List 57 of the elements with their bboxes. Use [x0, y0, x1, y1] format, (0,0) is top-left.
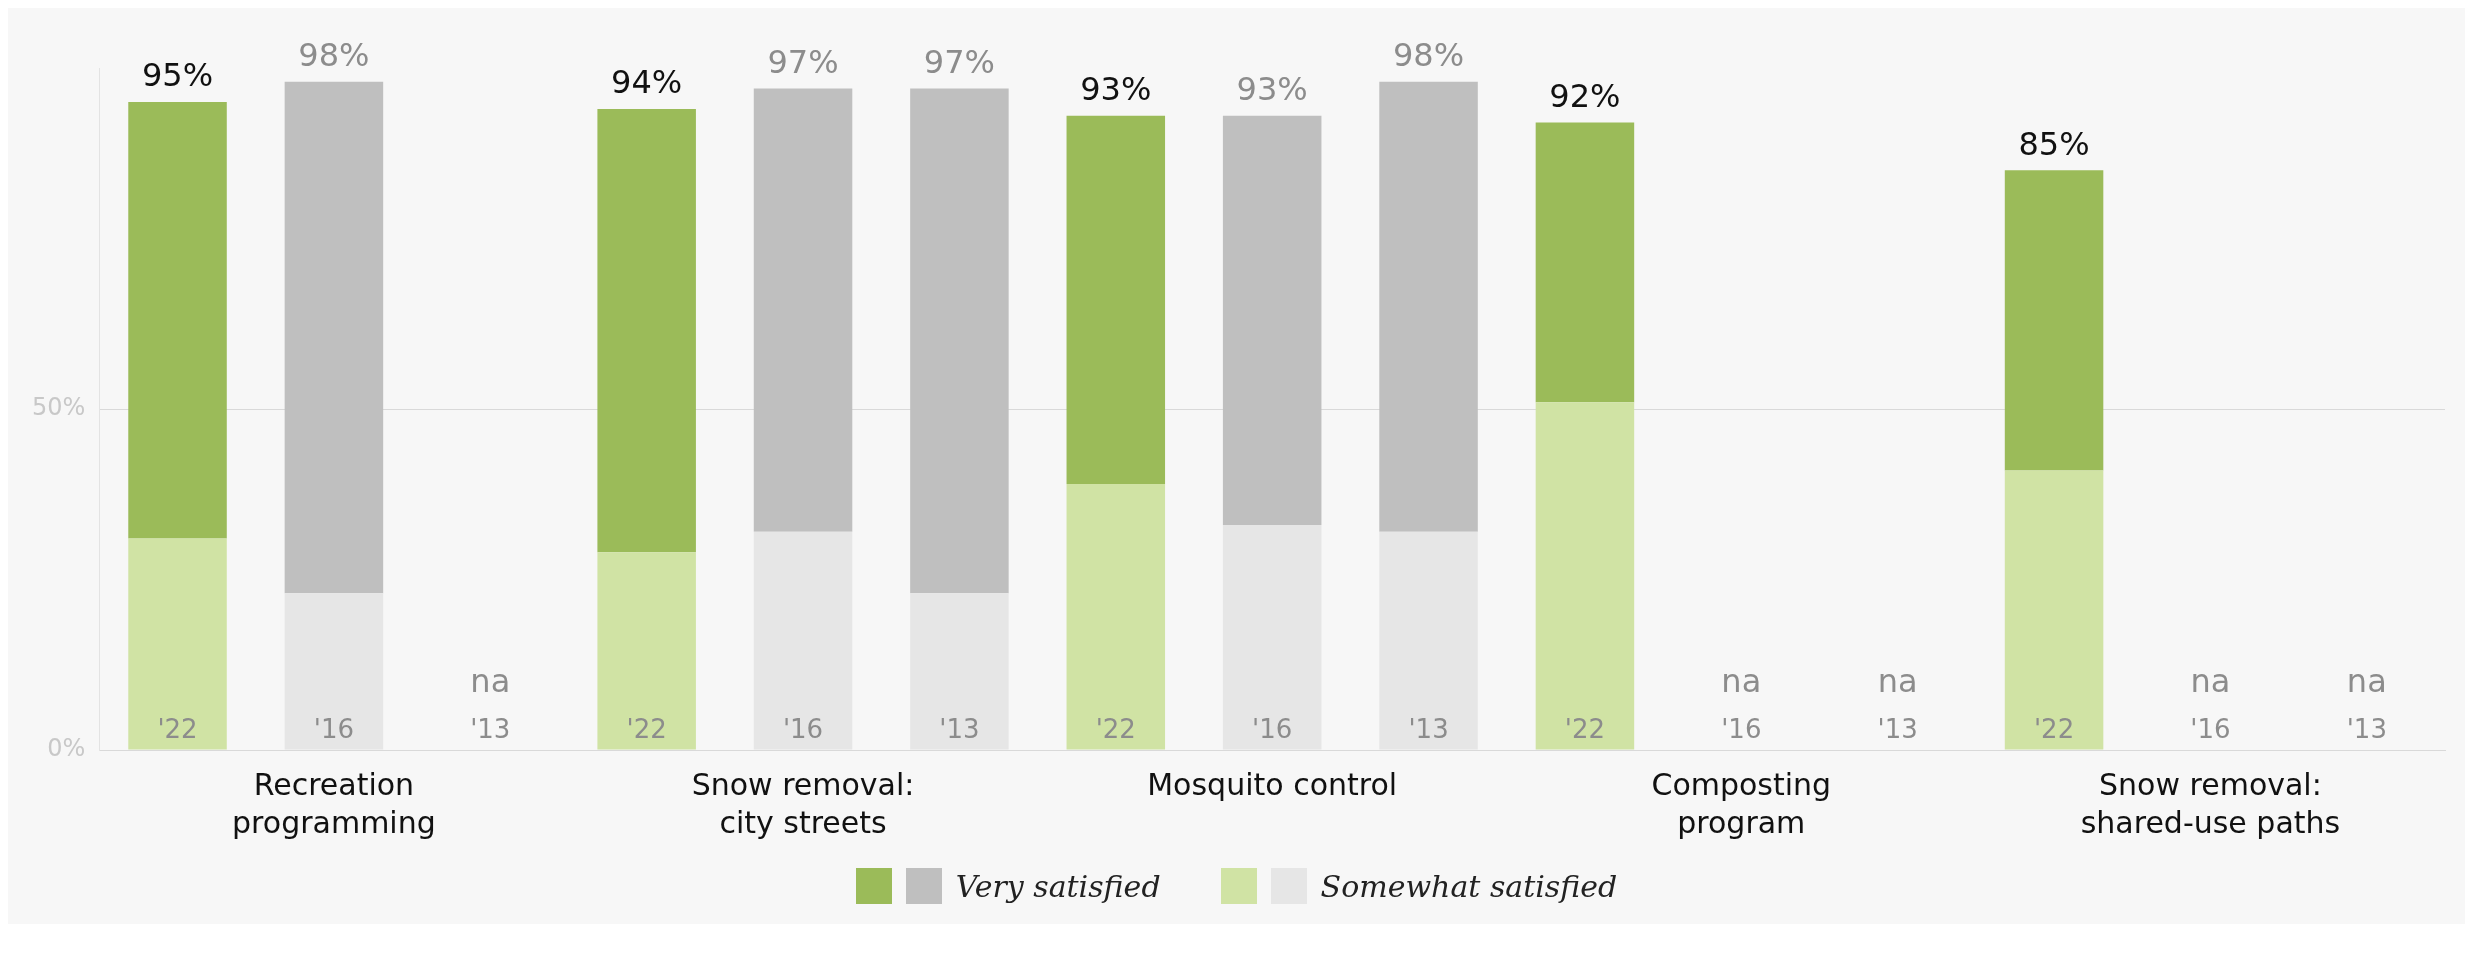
text: Recreation programming	[232, 766, 436, 840]
bar	[753, 531, 853, 750]
text: na	[1877, 662, 1918, 701]
bar	[2004, 170, 2104, 471]
total-label: 93%	[1080, 70, 1152, 109]
bar	[1535, 122, 1635, 403]
text: Mosquito control	[1147, 766, 1398, 802]
x-tick-label: '13	[939, 713, 980, 744]
bar	[910, 593, 1009, 750]
x-tick-label: '22	[157, 713, 198, 744]
x-tick-label: '16	[1252, 713, 1293, 744]
bar	[284, 81, 384, 594]
total-label: 93%	[1236, 70, 1308, 109]
bar	[1535, 402, 1635, 750]
x-tick-label: '22	[1095, 713, 1136, 744]
bar	[128, 102, 227, 539]
text: Snow removal: shared-use paths	[2080, 766, 2341, 840]
legend-label: Very satisfied	[955, 868, 1161, 904]
x-tick-label: '13	[1877, 713, 1918, 744]
bar	[1066, 115, 1166, 485]
text: na	[470, 662, 511, 701]
bar	[128, 538, 227, 750]
x-tick-label: '13	[2346, 713, 2387, 744]
bar	[1379, 81, 1478, 532]
x-tick-label: '16	[313, 713, 355, 744]
total-label: 85%	[2018, 124, 2090, 163]
bar	[1379, 531, 1478, 750]
text: na	[1721, 662, 1762, 701]
total-label: 97%	[767, 42, 839, 81]
bar	[597, 108, 696, 553]
total-label: 94%	[611, 63, 683, 102]
x-tick-label: '16	[2190, 713, 2231, 744]
x-tick-label: '13	[470, 713, 511, 744]
x-tick-label: '16	[1721, 713, 1762, 744]
x-tick-label: '22	[2033, 713, 2075, 744]
total-label: 98%	[298, 35, 370, 74]
bar	[597, 552, 696, 750]
total-label: 92%	[1549, 76, 1621, 115]
text: na	[2190, 662, 2231, 701]
bar	[1066, 484, 1166, 750]
bar	[910, 88, 1009, 594]
text: Composting program	[1651, 766, 1832, 840]
text: na	[2346, 662, 2387, 701]
x-tick-label: '16	[782, 713, 824, 744]
bar	[1222, 524, 1322, 750]
x-tick-label: '22	[626, 713, 667, 744]
total-label: 97%	[923, 42, 995, 81]
x-tick-label: '22	[1564, 713, 1606, 744]
bar	[284, 593, 384, 750]
bar	[1222, 115, 1322, 525]
total-label: 95%	[141, 56, 214, 95]
total-label: 98%	[1392, 35, 1465, 74]
bar	[753, 88, 853, 532]
legend-label: Somewhat satisfied	[1320, 868, 1618, 904]
text: Snow removal: city streets	[691, 766, 915, 840]
bar	[2004, 470, 2104, 750]
x-tick-label: '13	[1408, 713, 1449, 744]
